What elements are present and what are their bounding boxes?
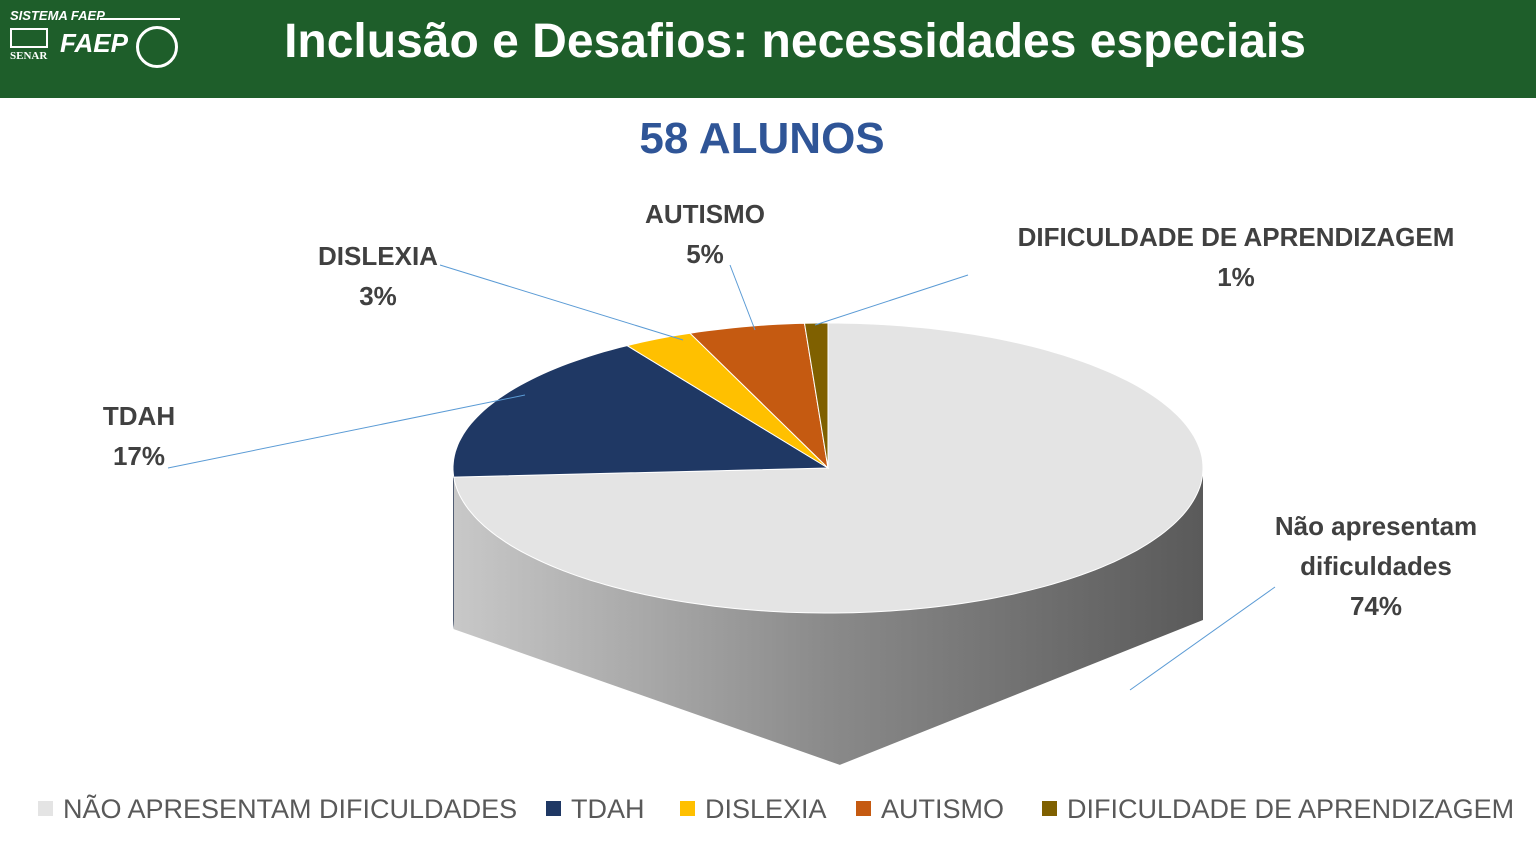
data-label: DIFICULDADE DE APRENDIZAGEM 1%	[976, 217, 1496, 297]
data-label: DISLEXIA 3%	[298, 236, 458, 316]
label-value: 17%	[112, 441, 166, 471]
logo-senar: SENAR	[10, 50, 48, 62]
legend-text: AUTISMO	[881, 794, 1005, 824]
leader-line	[1129, 586, 1276, 691]
pie-slice	[688, 322, 829, 470]
data-label: AUTISMO 5%	[625, 194, 785, 274]
legend-swatch	[1042, 801, 1057, 816]
pie-slice	[452, 345, 830, 478]
legend-item: NÃO APRESENTAM DIFICULDADES	[38, 794, 517, 825]
label-name: DIFICULDADE DE APRENDIZAGEM	[1017, 222, 1455, 252]
legend-swatch	[546, 801, 561, 816]
data-label: Não apresentam dificuldades 74%	[1236, 506, 1516, 626]
label-name: Não apresentam dificuldades	[1274, 511, 1478, 581]
leader-line	[439, 264, 684, 341]
brand: SISTEMA FAEP	[10, 8, 105, 23]
brand-rule	[100, 18, 180, 20]
label-value: 74%	[1349, 591, 1403, 621]
logo-sindicato	[136, 26, 178, 68]
header: SISTEMA FAEP SENAR FAEP Inclusão e Desaf…	[0, 0, 1536, 98]
label-name: TDAH	[102, 401, 176, 431]
legend-swatch	[38, 801, 53, 816]
pie-slice	[803, 322, 829, 469]
legend-text: TDAH	[571, 794, 645, 824]
title: Inclusão e Desafios: necessidades especi…	[284, 15, 1306, 68]
label-value: 5%	[686, 239, 724, 269]
leader-line	[167, 394, 526, 469]
legend-item: DIFICULDADE DE APRENDIZAGEM	[1042, 794, 1514, 825]
pie-side	[453, 468, 454, 630]
legend-text: DISLEXIA	[705, 794, 827, 824]
legend-item: TDAH	[546, 794, 645, 825]
data-label: TDAH 17%	[64, 396, 214, 476]
label-name: AUTISMO	[645, 199, 765, 229]
pie-side	[453, 468, 1203, 765]
legend-item: DISLEXIA	[680, 794, 827, 825]
label-value: 1%	[1217, 262, 1255, 292]
legend-text: NÃO APRESENTAM DIFICULDADES	[63, 794, 518, 824]
label-value: 3%	[359, 281, 397, 311]
legend-swatch	[680, 801, 695, 816]
logo-faep: FAEP	[60, 28, 128, 58]
legend-item: AUTISMO	[856, 794, 1004, 825]
leader-line	[729, 264, 756, 331]
legend-swatch	[856, 801, 871, 816]
pie-slice	[625, 332, 829, 469]
legend-text: DIFICULDADE DE APRENDIZAGEM	[1067, 794, 1515, 824]
label-name: DISLEXIA	[318, 241, 438, 271]
logo-senar-mark	[10, 28, 48, 48]
chart-title: 58 ALUNOS	[639, 114, 885, 163]
leader-line	[814, 274, 969, 326]
